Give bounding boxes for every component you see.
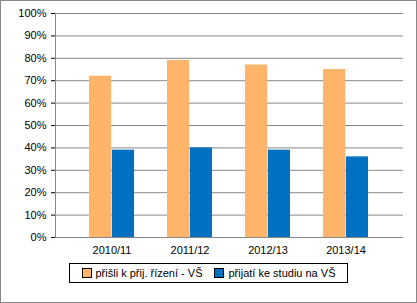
svg-text:10%: 10% <box>24 209 46 221</box>
svg-text:60%: 60% <box>24 97 46 109</box>
svg-text:30%: 30% <box>24 164 46 176</box>
svg-text:90%: 90% <box>24 29 46 41</box>
svg-text:2011/12: 2011/12 <box>171 244 210 256</box>
svg-text:100%: 100% <box>18 7 46 19</box>
svg-text:2013/14: 2013/14 <box>326 244 366 256</box>
html-text:přišli k přij. řízení - VŠ: přišli k přij. řízení - VŠ <box>95 267 203 279</box>
svg-text:70%: 70% <box>24 74 46 86</box>
svg-text:20%: 20% <box>24 186 46 198</box>
svg-text:80%: 80% <box>24 52 46 64</box>
html-text:přijatí ke studiu na VŠ: přijatí ke studiu na VŠ <box>228 267 336 279</box>
svg-text:50%: 50% <box>24 119 46 131</box>
svg-text:2010/11: 2010/11 <box>93 244 132 256</box>
svg-text:2012/13: 2012/13 <box>248 244 288 256</box>
svg-text:0%: 0% <box>31 231 47 243</box>
svg-text:40%: 40% <box>24 141 46 153</box>
